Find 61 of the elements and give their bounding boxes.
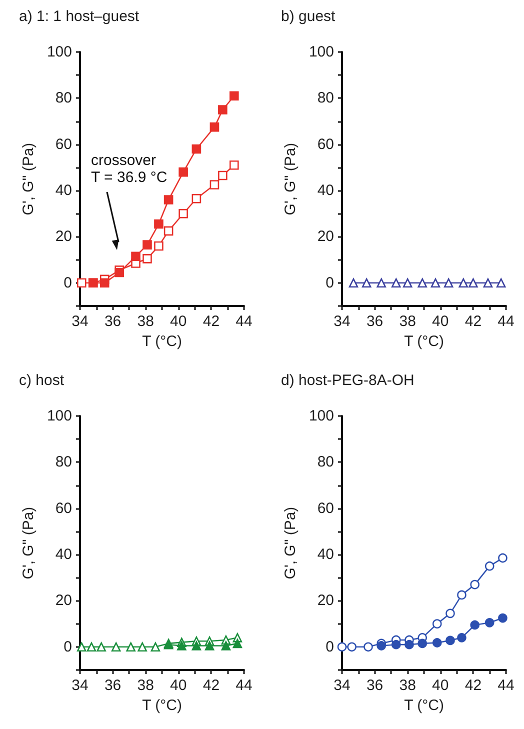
x-tick-label: 38 bbox=[399, 313, 416, 330]
x-tick-label: 44 bbox=[498, 677, 514, 694]
y-tick-label: 60 bbox=[55, 136, 72, 153]
x-tick-label: 42 bbox=[464, 313, 482, 330]
chart-title: a) 1: 1 host–guest bbox=[19, 8, 140, 25]
y-tick-label: 0 bbox=[64, 274, 72, 292]
x-axis-title: T (°C) bbox=[142, 697, 182, 714]
x-tick-label: 40 bbox=[170, 313, 187, 330]
x-axis-title: T (°C) bbox=[404, 697, 444, 714]
x-tick-label: 42 bbox=[202, 677, 220, 694]
y-tick-label: 20 bbox=[317, 592, 334, 610]
y-tick-label: 80 bbox=[317, 454, 334, 471]
x-tick-label: 40 bbox=[432, 677, 449, 694]
x-tick-label: 36 bbox=[366, 313, 384, 330]
x-tick-label: 36 bbox=[104, 677, 122, 694]
y-axis-title: G', G" (Pa) bbox=[20, 506, 37, 580]
x-tick-label: 42 bbox=[202, 313, 220, 330]
y-tick-label: 80 bbox=[55, 90, 72, 107]
x-tick-label: 38 bbox=[399, 677, 416, 694]
y-tick-label: 0 bbox=[326, 638, 334, 656]
x-tick-label: 44 bbox=[236, 677, 252, 694]
y-tick-label: 0 bbox=[64, 638, 72, 656]
x-tick-label: 34 bbox=[334, 313, 350, 330]
chart-title: c) host bbox=[19, 372, 65, 389]
y-tick-label: 0 bbox=[326, 274, 334, 292]
x-tick-label: 34 bbox=[334, 677, 350, 694]
x-tick-label: 38 bbox=[137, 313, 154, 330]
y-tick-label: 100 bbox=[308, 408, 334, 424]
chart-title: d) host-PEG-8A-OH bbox=[281, 372, 414, 389]
x-axis-title: T (°C) bbox=[142, 333, 182, 350]
y-tick-label: 100 bbox=[46, 44, 72, 60]
x-tick-label: 40 bbox=[170, 677, 187, 694]
y-axis-title: G', G" (Pa) bbox=[20, 142, 37, 216]
x-tick-label: 44 bbox=[236, 313, 252, 330]
y-tick-label: 20 bbox=[317, 228, 334, 246]
y-tick-label: 40 bbox=[55, 182, 72, 200]
x-tick-label: 40 bbox=[432, 313, 449, 330]
x-tick-label: 44 bbox=[498, 313, 514, 330]
y-tick-label: 60 bbox=[317, 136, 334, 153]
x-tick-label: 42 bbox=[464, 677, 482, 694]
y-tick-label: 40 bbox=[317, 546, 334, 564]
y-axis-title: G', G" (Pa) bbox=[282, 506, 299, 580]
x-tick-label: 38 bbox=[137, 677, 154, 694]
y-axis-title: G', G" (Pa) bbox=[282, 142, 299, 216]
y-tick-label: 20 bbox=[55, 592, 72, 610]
x-tick-label: 36 bbox=[104, 313, 122, 330]
x-tick-label: 36 bbox=[366, 677, 384, 694]
x-tick-label: 34 bbox=[72, 313, 88, 330]
y-tick-label: 60 bbox=[55, 500, 72, 517]
y-tick-label: 40 bbox=[317, 182, 334, 200]
y-tick-label: 100 bbox=[46, 408, 72, 424]
x-tick-label: 34 bbox=[72, 677, 88, 694]
chart-title: b) guest bbox=[281, 8, 336, 25]
y-tick-label: 20 bbox=[55, 228, 72, 246]
annotation: crossover T = 36.9 °C bbox=[91, 152, 168, 186]
x-axis-title: T (°C) bbox=[404, 333, 444, 350]
y-tick-label: 100 bbox=[308, 44, 334, 60]
y-tick-label: 40 bbox=[55, 546, 72, 564]
y-tick-label: 60 bbox=[317, 500, 334, 517]
y-tick-label: 80 bbox=[317, 90, 334, 107]
y-tick-label: 80 bbox=[55, 454, 72, 471]
